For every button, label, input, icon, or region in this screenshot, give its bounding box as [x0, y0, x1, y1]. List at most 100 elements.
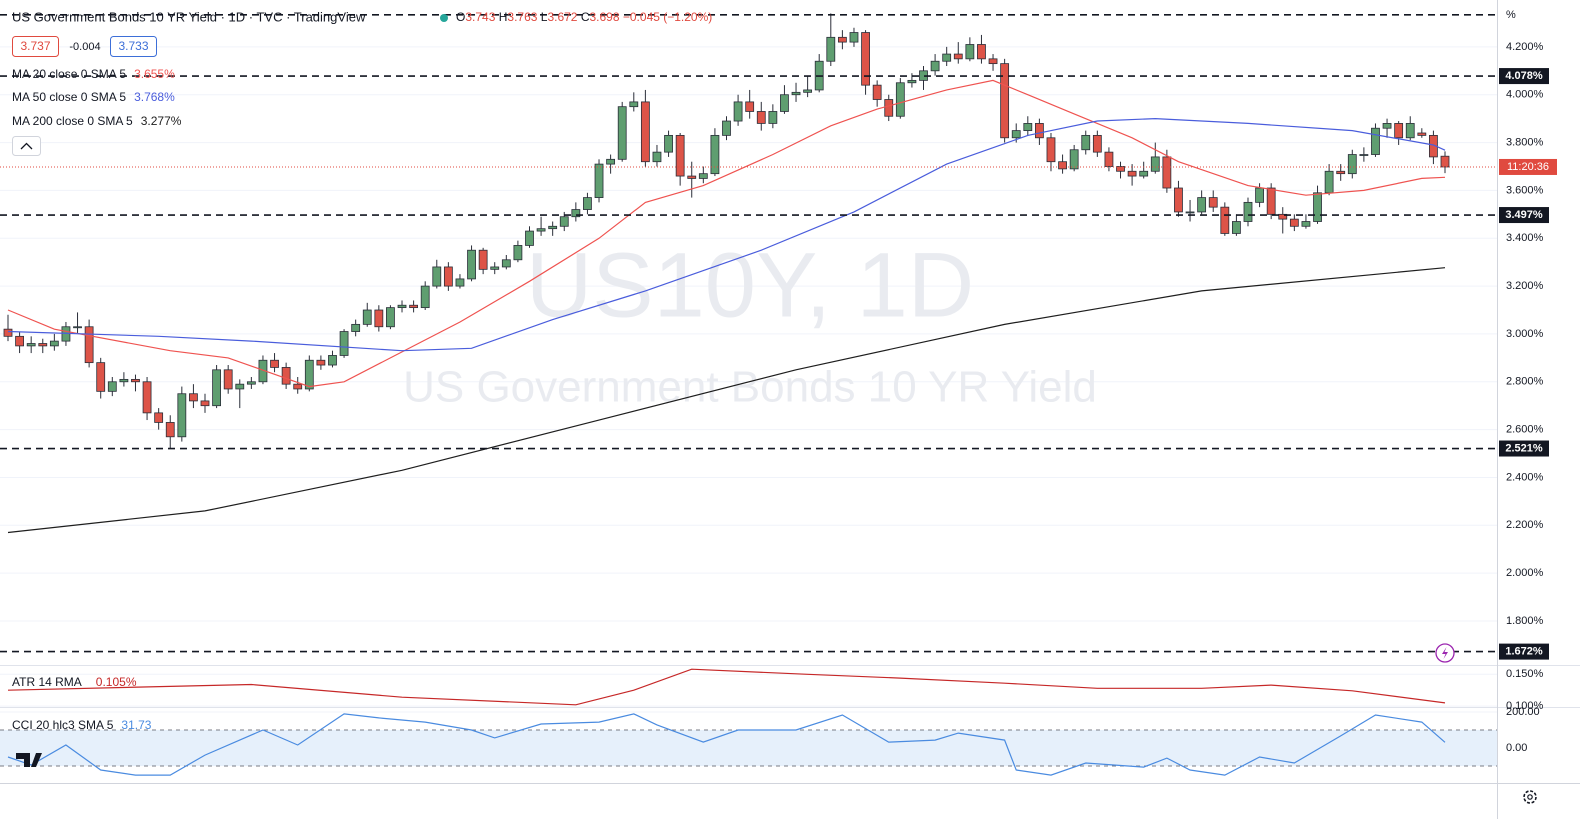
spread: -0.004 [69, 41, 100, 53]
legend: US Government Bonds 10 YR Yield · 1D · T… [12, 9, 1537, 804]
candle-body [710, 134, 720, 175]
candle-body [803, 89, 813, 93]
candle-body [1208, 197, 1218, 208]
candle-body [571, 209, 581, 218]
candle-body [1058, 161, 1067, 170]
level-label-box [1499, 440, 1549, 457]
alert-icon[interactable] [1435, 643, 1455, 663]
candle-body [930, 60, 940, 72]
logo-part [16, 753, 30, 767]
candle-body [525, 230, 534, 246]
indicator-legend[interactable]: CCI 20 hlc3 SMA 5 31.73 [12, 718, 152, 732]
collapse-button[interactable] [12, 136, 41, 156]
candle-body [1127, 170, 1137, 177]
ohlc-part: L [541, 10, 548, 24]
candle-body [548, 225, 558, 230]
candle-body [826, 36, 836, 62]
candle-body [154, 412, 164, 423]
y-tick-label: 2.800% [1506, 376, 1544, 388]
y-tick-label: 0.150% [1506, 668, 1544, 680]
indicator-line [7, 713, 1446, 776]
candle-body [235, 383, 245, 390]
y-tick-label: 1.800% [1506, 615, 1544, 627]
indicator-name: MA 200 close 0 SMA 5 [12, 114, 133, 128]
candle-body [467, 249, 476, 280]
buy-price[interactable]: 3.733 [118, 39, 148, 53]
candle-body [698, 173, 708, 179]
candle-body [165, 422, 175, 438]
candle-body [26, 343, 36, 347]
candle-body [1174, 187, 1183, 213]
tradingview-logo[interactable] [16, 753, 42, 767]
settings-icon[interactable] [1523, 790, 1537, 804]
candle-body [177, 393, 187, 438]
ohlc-part: H [499, 10, 508, 24]
ohlc-part: O [456, 10, 465, 24]
candle-body [513, 245, 523, 261]
candle-body [640, 101, 650, 163]
candle-body [1371, 127, 1380, 155]
candle-body [1092, 134, 1102, 153]
candle-body [1382, 123, 1392, 129]
level-label-box [1499, 207, 1549, 224]
candle-body [223, 369, 233, 390]
indicator-line [7, 117, 1446, 352]
indicator-legend[interactable]: ATR 14 RMA 0.105% [12, 675, 137, 689]
candle-body [270, 359, 279, 368]
candle-body [420, 285, 430, 309]
candle-body [884, 99, 894, 117]
y-tick-label: 3.600% [1506, 184, 1544, 196]
indicator-value: 3.768% [134, 90, 175, 104]
y-tick-label: 0.00 [1506, 742, 1527, 754]
y-tick-label: 200.00 [1506, 706, 1540, 718]
candle-body [200, 400, 210, 407]
level-label: 1.672% [1505, 646, 1543, 658]
level-label: 4.078% [1505, 70, 1543, 82]
candle-body [1011, 130, 1021, 139]
sell-box[interactable] [12, 36, 59, 57]
buy-box[interactable] [110, 36, 157, 57]
candle-body [1301, 221, 1311, 227]
y-tick-label: 2.400% [1506, 471, 1544, 483]
candle-body [1150, 156, 1160, 172]
indicator-line [7, 79, 1446, 388]
candle-body [722, 120, 731, 136]
candle-body [478, 249, 488, 270]
bands [0, 729, 1497, 767]
indicator-value: 3.277% [141, 114, 182, 128]
indicator-line [7, 668, 1446, 706]
last-price-label: 11:20:36 [1507, 161, 1549, 173]
candle-body [1417, 132, 1427, 136]
candle-body [1336, 170, 1346, 175]
candle-body [559, 216, 569, 227]
candle-body [501, 259, 511, 268]
candle-body [1440, 155, 1450, 168]
candle-body [362, 309, 372, 325]
candle-body [386, 307, 395, 328]
candle-body [1104, 151, 1114, 167]
candle-body [664, 134, 673, 153]
candle-body [490, 266, 500, 270]
candle-body [583, 197, 592, 210]
ohlc-part: 3.672 [547, 10, 577, 24]
indicator-legend[interactable]: MA 50 close 0 SMA 5 3.768% [12, 90, 175, 104]
indicator-legend[interactable]: MA 200 close 0 SMA 5 3.277% [12, 114, 182, 128]
candle-body [351, 323, 361, 332]
y-tick-label: 3.000% [1506, 328, 1544, 340]
ohlc-part: C [581, 10, 590, 24]
indicator-name: MA 20 close 0 SMA 5 [12, 67, 126, 81]
watermark-symbol: US10Y, 1D [526, 234, 974, 336]
candle-body [409, 304, 419, 309]
candle-body [872, 84, 882, 100]
symbol-title: US Government Bonds 10 YR Yield · 1D · T… [12, 9, 366, 24]
y-tick-label: 2.200% [1506, 519, 1544, 531]
candle-body [953, 53, 963, 60]
indicator-legend[interactable]: MA 20 close 0 SMA 5 3.655% [12, 67, 175, 81]
candle-body [1266, 187, 1276, 215]
sell-price[interactable]: 3.737 [20, 39, 50, 53]
level-label: 2.521% [1505, 442, 1543, 454]
candle-body [1359, 154, 1369, 156]
candle-body [189, 393, 198, 402]
candle-body [455, 278, 465, 287]
watermark-description: US Government Bonds 10 YR Yield [403, 363, 1097, 412]
